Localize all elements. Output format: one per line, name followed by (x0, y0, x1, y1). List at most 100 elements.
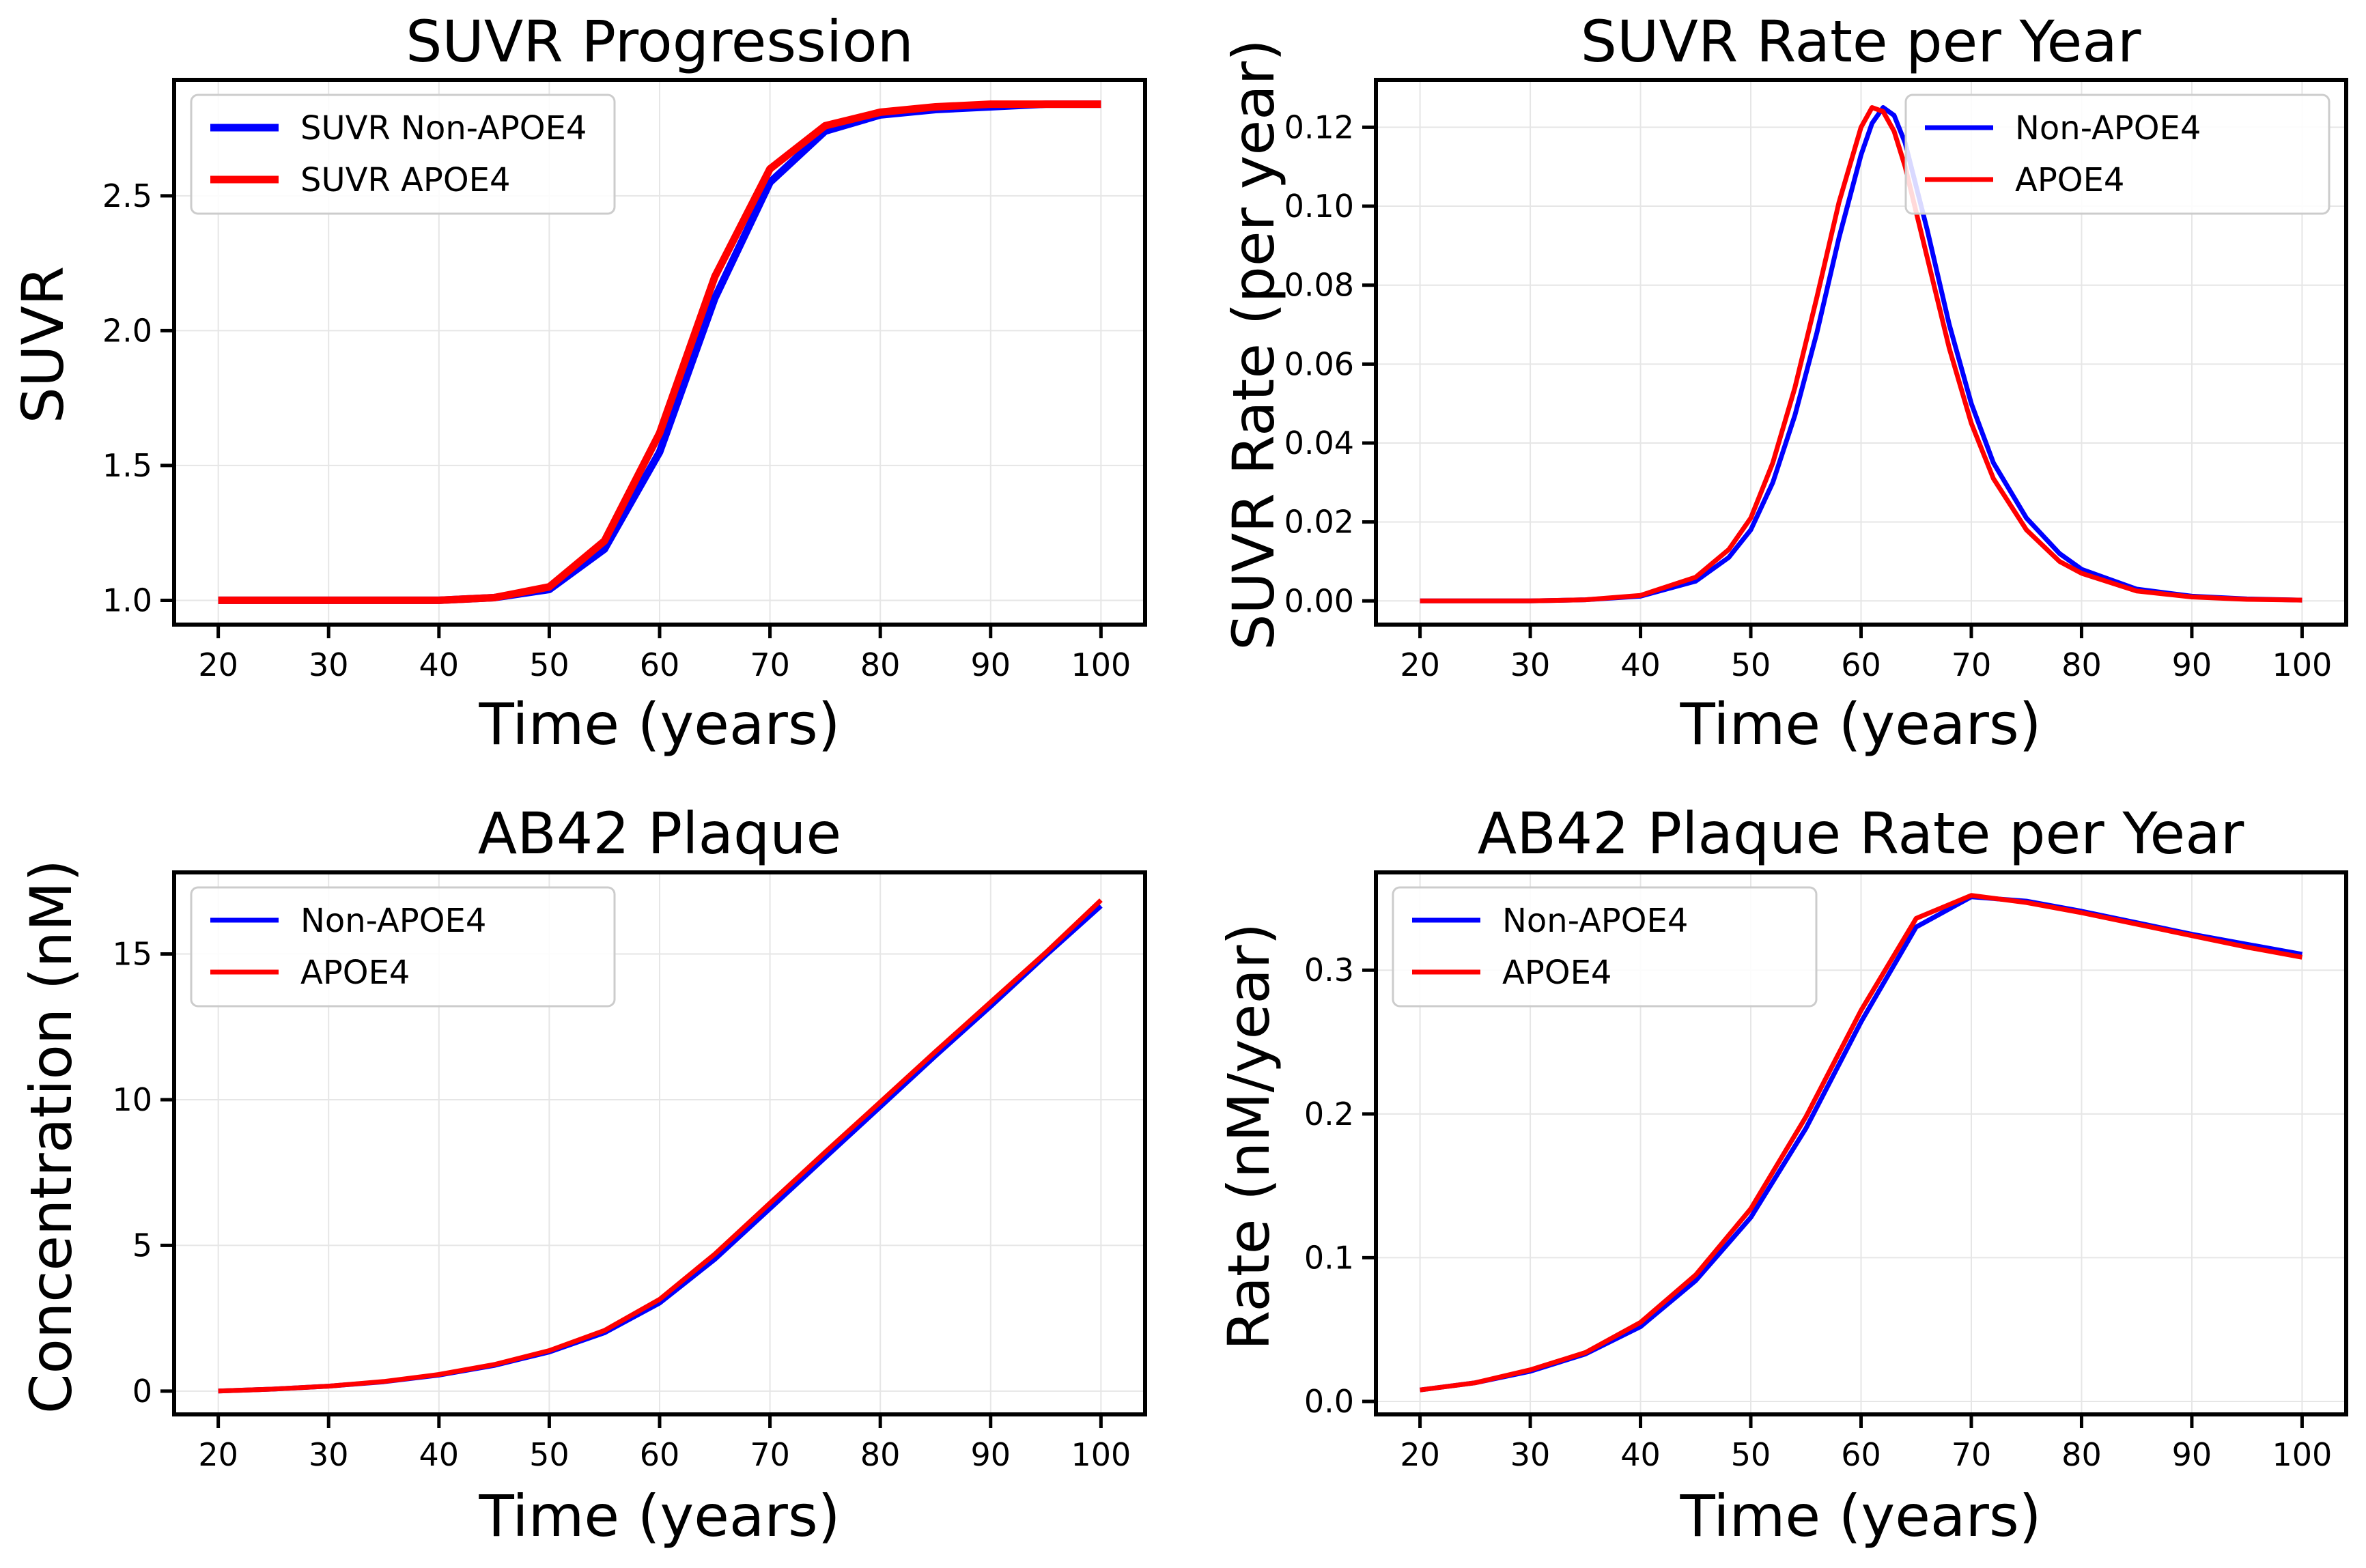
y-tick-label: 15 (112, 936, 152, 973)
x-tick-label: 20 (1400, 1436, 1440, 1473)
x-tick-label: 70 (750, 646, 790, 683)
x-tick-label: 30 (309, 1436, 349, 1473)
legend: Non-APOE4 APOE4 (190, 886, 616, 1008)
y-axis-label: Rate (nM/year) (1215, 923, 1282, 1350)
legend-label: SUVR APOE4 (300, 161, 510, 199)
y-tick-label: 1.5 (102, 447, 152, 484)
series-lines (1420, 105, 2302, 603)
series-line-apoe4 (218, 898, 1103, 1394)
x-tick-label: 90 (970, 646, 1011, 683)
y-tick-label: 0.1 (1304, 1239, 1354, 1276)
legend-box (1392, 886, 1818, 1008)
x-tick-label: 90 (970, 1436, 1011, 1473)
x-tick-label: 50 (1731, 1436, 1771, 1473)
x-tick-label: 80 (860, 646, 901, 683)
y-tick-label: 10 (112, 1081, 152, 1118)
x-tick-label: 30 (1510, 646, 1551, 683)
panel-title: AB42 Plaque Rate per Year (1478, 800, 2244, 867)
panel-title: SUVR Rate per Year (1581, 8, 2141, 75)
axes: 20 30 40 50 60 70 80 90 100 0.0 0.1 0.2 0.3 (1304, 870, 2348, 1473)
panel-ab42-plaque: AB42 Plaque 20 30 40 50 60 70 80 90 100 0 5 10 15 Ti… (18, 800, 1147, 1550)
series-line-non-apoe4 (1420, 105, 2302, 603)
legend-label: APOE4 (1502, 954, 1611, 992)
panel-suvr-progression: SUVR Progression 20 30 40 50 60 70 80 90 100 1.0 1… (10, 8, 1147, 758)
y-tick-label: 2.0 (102, 312, 152, 349)
axes: 20 30 40 50 60 70 80 90 100 0.00 0.02 0.04 0.06 0.08 0… (1284, 78, 2348, 683)
x-tick-label: 80 (2061, 1436, 2102, 1473)
y-tick-label: 1.0 (102, 582, 152, 618)
x-tick-label: 100 (1071, 1436, 1131, 1473)
x-tick-label: 40 (1620, 646, 1661, 683)
x-tick-label: 80 (2061, 646, 2102, 683)
y-tick-label: 0.02 (1284, 504, 1354, 541)
y-axis-label: SUVR (10, 266, 76, 424)
x-axis-label: Time (years) (479, 691, 841, 758)
series-lines (218, 898, 1103, 1394)
y-tick-label: 0.08 (1284, 267, 1354, 304)
x-tick-label: 90 (2172, 1436, 2212, 1473)
legend-box (190, 886, 616, 1008)
x-tick-label: 60 (1841, 1436, 1881, 1473)
panel-ab42-plaque-rate: AB42 Plaque Rate per Year 20 30 40 50 60 70 80… (1215, 800, 2348, 1550)
y-tick-label: 0 (132, 1373, 152, 1410)
legend-label: APOE4 (2015, 161, 2124, 199)
series-line-apoe4 (1420, 105, 2302, 603)
series-lines (218, 100, 1101, 604)
x-tick-label: 60 (640, 646, 680, 683)
x-tick-label: 40 (419, 1436, 460, 1473)
series-line-apoe4 (218, 100, 1101, 604)
x-tick-label: 60 (640, 1436, 680, 1473)
y-tick-label: 0.00 (1284, 582, 1354, 619)
legend: SUVR Non-APOE4 SUVR APOE4 (190, 94, 616, 215)
y-tick-label: 0.2 (1304, 1096, 1354, 1132)
x-tick-label: 60 (1841, 646, 1881, 683)
y-tick-label: 0.12 (1284, 109, 1354, 145)
x-tick-label: 50 (529, 1436, 569, 1473)
y-tick-label: 5 (132, 1227, 152, 1264)
x-tick-label: 80 (860, 1436, 901, 1473)
x-tick-label: 50 (1731, 646, 1771, 683)
legend-box (190, 94, 616, 215)
x-tick-label: 20 (198, 646, 238, 683)
y-tick-label: 0.04 (1284, 425, 1354, 461)
x-axis-label: Time (years) (1680, 691, 2042, 758)
axes: 20 30 40 50 60 70 80 90 100 1.0 1.5 2.0 2.5 (102, 78, 1147, 683)
legend-label: SUVR Non-APOE4 (300, 109, 587, 147)
legend-label: Non-APOE4 (2015, 109, 2201, 147)
x-axis-label: Time (years) (1680, 1483, 2042, 1550)
x-tick-label: 30 (1510, 1436, 1551, 1473)
x-tick-label: 90 (2172, 646, 2212, 683)
y-tick-label: 0.3 (1304, 952, 1354, 988)
legend-label: Non-APOE4 (300, 902, 486, 940)
x-tick-label: 40 (1620, 1436, 1661, 1473)
y-axis-label: SUVR Rate (per year) (1220, 39, 1287, 651)
x-axis-label: Time (years) (479, 1483, 841, 1550)
series-lines (1420, 893, 2303, 1393)
x-tick-label: 20 (198, 1436, 238, 1473)
legend-label: Non-APOE4 (1502, 902, 1688, 940)
legend-label: APOE4 (300, 954, 410, 992)
series-line-apoe4 (1420, 893, 2303, 1393)
y-tick-label: 0.10 (1284, 188, 1354, 225)
legend: Non-APOE4 APOE4 (1392, 886, 1818, 1008)
legend-box (1904, 94, 2330, 215)
x-tick-label: 30 (309, 646, 349, 683)
x-tick-label: 20 (1400, 646, 1440, 683)
y-tick-label: 2.5 (102, 177, 152, 214)
axes: 20 30 40 50 60 70 80 90 100 0 5 10 15 (112, 870, 1147, 1473)
x-tick-label: 70 (1952, 1436, 1992, 1473)
x-tick-label: 100 (1071, 646, 1131, 683)
x-tick-label: 70 (1952, 646, 1992, 683)
x-tick-label: 100 (2272, 646, 2333, 683)
y-tick-label: 0.0 (1304, 1383, 1354, 1420)
y-axis-label: Concentration (nM) (18, 859, 85, 1414)
x-tick-label: 40 (419, 646, 460, 683)
panel-suvr-rate: SUVR Rate per Year 20 30 40 50 60 70 80 90 100 0.… (1220, 8, 2348, 758)
x-tick-label: 50 (529, 646, 569, 683)
legend: Non-APOE4 APOE4 (1904, 94, 2330, 215)
y-tick-label: 0.06 (1284, 345, 1354, 382)
panel-title: SUVR Progression (406, 8, 914, 75)
grid (1376, 872, 2346, 1414)
